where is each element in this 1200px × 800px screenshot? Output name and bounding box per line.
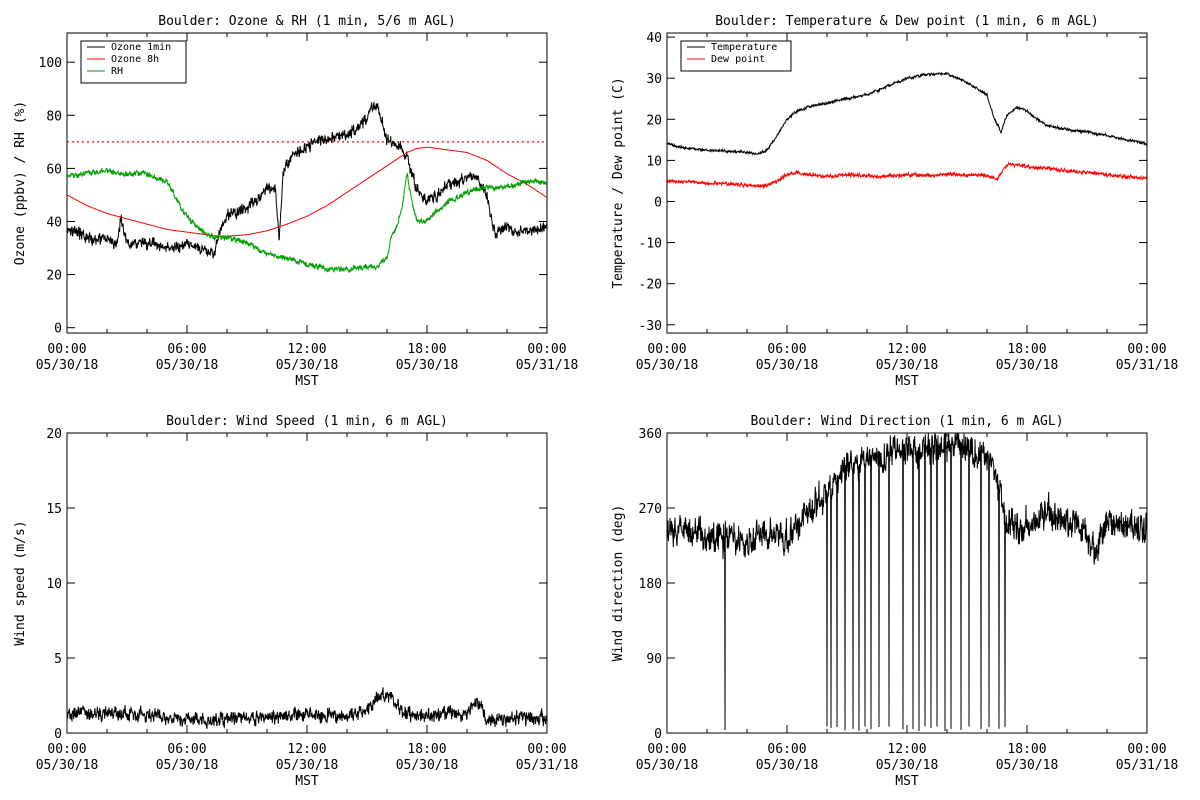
y-tick-label: 180 xyxy=(639,577,662,592)
y-tick-label: -10 xyxy=(639,237,662,252)
x-tick-date-label: 05/30/18 xyxy=(276,758,339,773)
x-tick-time-label: 06:00 xyxy=(767,342,806,357)
x-tick-time-label: 06:00 xyxy=(767,742,806,757)
y-tick-label: 90 xyxy=(646,652,662,667)
y-tick-label: 20 xyxy=(646,113,662,128)
x-tick-date-label: 05/31/18 xyxy=(516,358,579,373)
series-group-temp xyxy=(667,71,1147,190)
y-tick-label: 270 xyxy=(639,502,662,517)
x-tick-time-label: 06:00 xyxy=(167,742,206,757)
series-line-wind-speed xyxy=(67,687,547,729)
x-tick-date-label: 05/30/18 xyxy=(996,358,1059,373)
y-tick-label: 100 xyxy=(39,56,62,71)
x-tick-date-label: 05/30/18 xyxy=(756,758,819,773)
series-line-temperature xyxy=(667,71,1147,156)
y-tick-label: -30 xyxy=(639,319,662,334)
x-tick-time-label: 06:00 xyxy=(167,342,206,357)
y-tick-label: 20 xyxy=(46,427,62,442)
y-tick-label: 40 xyxy=(646,31,662,46)
y-tick-label: 0 xyxy=(54,322,62,337)
x-axis-label: MST xyxy=(895,374,919,389)
x-tick-date-label: 05/30/18 xyxy=(276,358,339,373)
x-tick-date-label: 05/30/18 xyxy=(636,758,699,773)
y-tick-label: 0 xyxy=(54,727,62,742)
chart-title-wspd: Boulder: Wind Speed (1 min, 6 m AGL) xyxy=(166,414,448,429)
x-tick-time-label: 00:00 xyxy=(647,342,686,357)
plot-frame-wspd xyxy=(66,432,548,734)
x-tick-time-label: 00:00 xyxy=(1127,342,1166,357)
x-tick-date-label: 05/30/18 xyxy=(156,758,219,773)
series-group-wdir xyxy=(667,433,1147,731)
x-tick-date-label: 05/30/18 xyxy=(396,358,459,373)
series-line-ozone-1min xyxy=(67,101,547,259)
series-line-ozone-8h xyxy=(67,146,547,237)
x-tick-time-label: 12:00 xyxy=(887,742,926,757)
x-tick-date-label: 05/30/18 xyxy=(156,358,219,373)
x-tick-time-label: 00:00 xyxy=(647,742,686,757)
y-tick-label: 15 xyxy=(46,502,62,517)
y-axis-label: Temperature / Dew point (C) xyxy=(611,77,626,288)
x-tick-time-label: 12:00 xyxy=(287,742,326,757)
plot-frame-wdir xyxy=(666,432,1148,734)
chart-title-wdir: Boulder: Wind Direction (1 min, 6 m AGL) xyxy=(750,414,1063,429)
y-axis-label: Ozone (ppbv) / RH (%) xyxy=(13,101,28,265)
series-group-ozone xyxy=(67,101,547,274)
y-tick-label: 5 xyxy=(54,652,62,667)
x-tick-date-label: 05/30/18 xyxy=(756,358,819,373)
series-line-wind-direction xyxy=(667,433,1147,731)
x-tick-time-label: 18:00 xyxy=(1007,742,1046,757)
y-axis-label: Wind speed (m/s) xyxy=(13,520,28,645)
y-tick-label: 60 xyxy=(46,162,62,177)
legend-box-temp xyxy=(680,40,792,72)
x-tick-date-label: 05/30/18 xyxy=(996,758,1059,773)
legend-label: RH xyxy=(111,66,123,77)
y-tick-label: 10 xyxy=(646,154,662,169)
x-tick-time-label: 12:00 xyxy=(287,342,326,357)
y-tick-label: 360 xyxy=(639,427,662,442)
x-tick-date-label: 05/30/18 xyxy=(636,358,699,373)
y-tick-label: 40 xyxy=(46,215,62,230)
x-tick-time-label: 00:00 xyxy=(1127,742,1166,757)
x-tick-time-label: 00:00 xyxy=(47,742,86,757)
y-axis-label: Wind direction (deg) xyxy=(611,505,626,662)
x-tick-date-label: 05/31/18 xyxy=(1116,758,1179,773)
legend-label: Ozone 1min xyxy=(111,42,171,53)
legend-label: Temperature xyxy=(711,42,777,53)
x-tick-date-label: 05/30/18 xyxy=(36,758,99,773)
y-tick-label: -20 xyxy=(639,278,662,293)
x-tick-date-label: 05/30/18 xyxy=(876,358,939,373)
series-line-rh xyxy=(67,167,547,274)
series-line-dew-point xyxy=(667,161,1147,190)
y-tick-label: 0 xyxy=(654,727,662,742)
chart-title-ozone: Boulder: Ozone & RH (1 min, 5/6 m AGL) xyxy=(158,14,455,29)
x-tick-date-label: 05/31/18 xyxy=(516,758,579,773)
x-tick-date-label: 05/31/18 xyxy=(1116,358,1179,373)
x-tick-date-label: 05/30/18 xyxy=(396,758,459,773)
x-tick-time-label: 18:00 xyxy=(407,342,446,357)
x-axis-label: MST xyxy=(295,374,319,389)
x-tick-time-label: 12:00 xyxy=(887,342,926,357)
y-tick-label: 30 xyxy=(646,72,662,87)
x-tick-date-label: 05/30/18 xyxy=(36,358,99,373)
legend-label: Ozone 8h xyxy=(111,54,159,65)
x-tick-date-label: 05/30/18 xyxy=(876,758,939,773)
y-tick-label: 80 xyxy=(46,109,62,124)
x-axis-label: MST xyxy=(895,774,919,789)
x-tick-time-label: 18:00 xyxy=(407,742,446,757)
x-tick-time-label: 00:00 xyxy=(527,342,566,357)
x-tick-time-label: 00:00 xyxy=(47,342,86,357)
y-tick-label: 20 xyxy=(46,269,62,284)
y-tick-label: 0 xyxy=(654,195,662,210)
chart-title-temp: Boulder: Temperature & Dew point (1 min,… xyxy=(715,14,1099,29)
y-tick-label: 10 xyxy=(46,577,62,592)
x-tick-time-label: 18:00 xyxy=(1007,342,1046,357)
x-tick-time-label: 00:00 xyxy=(527,742,566,757)
legend-label: Dew point xyxy=(711,54,765,65)
series-group-wspd xyxy=(67,687,547,729)
legend-box-ozone xyxy=(80,40,187,84)
x-axis-label: MST xyxy=(295,774,319,789)
